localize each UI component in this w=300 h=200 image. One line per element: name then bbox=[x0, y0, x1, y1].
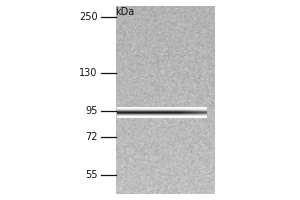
Text: kDa: kDa bbox=[116, 7, 135, 17]
Text: 250: 250 bbox=[79, 12, 98, 22]
Text: 95: 95 bbox=[85, 106, 98, 116]
Text: 55: 55 bbox=[85, 170, 98, 180]
Text: 72: 72 bbox=[85, 132, 98, 142]
Text: 130: 130 bbox=[79, 68, 98, 78]
